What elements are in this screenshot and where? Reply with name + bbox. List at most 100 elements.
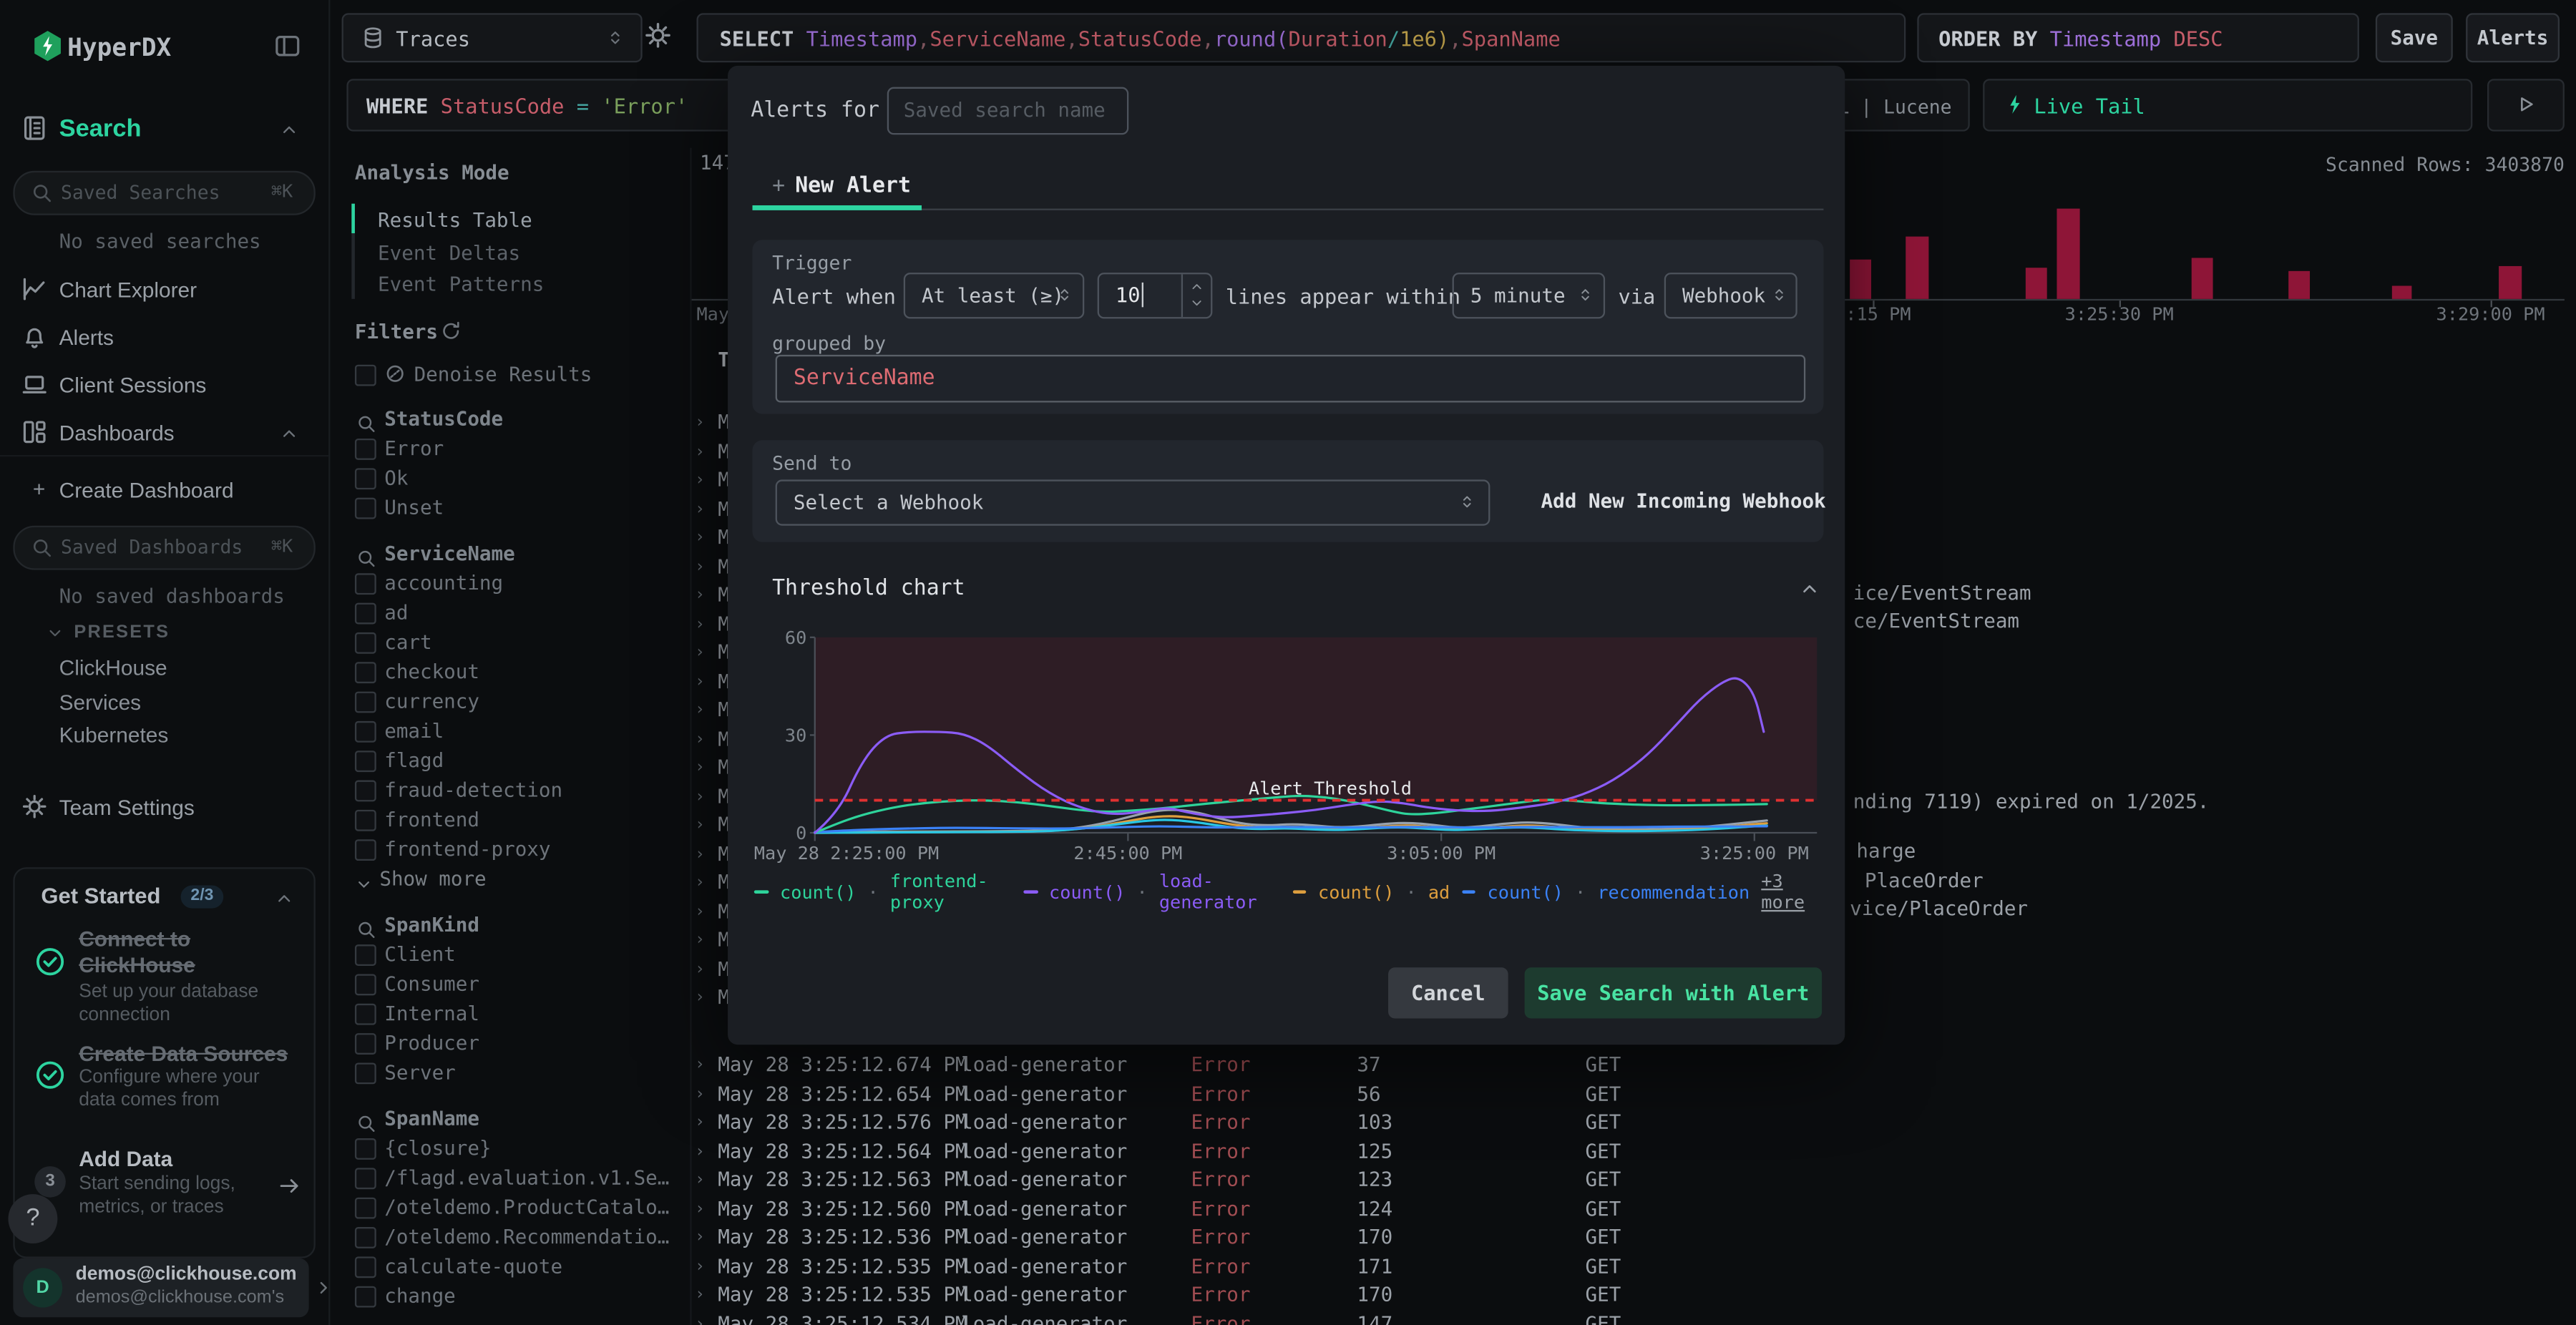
analysis-mode-option[interactable]: Event Patterns <box>378 273 545 296</box>
group-by-input[interactable]: ServiceName <box>775 354 1806 403</box>
row-expand-chevron[interactable]: › <box>695 586 706 605</box>
source-settings-gear-icon[interactable] <box>644 21 672 49</box>
filter-checkbox[interactable] <box>354 1003 376 1025</box>
row-expand-chevron[interactable]: › <box>695 1142 706 1161</box>
filter-checkbox[interactable] <box>354 809 376 831</box>
collapse-sidebar-icon[interactable] <box>274 33 301 59</box>
row-expand-chevron[interactable]: › <box>695 500 706 519</box>
saved-dashboards-input[interactable]: Saved Dashboards ⌘K <box>13 525 316 570</box>
step-title[interactable]: Create Data Sources <box>79 1041 288 1067</box>
denoise-label[interactable]: Denoise Results <box>414 363 592 386</box>
analysis-mode-option[interactable]: Event Deltas <box>378 240 521 264</box>
spinner-up-icon[interactable] <box>1189 279 1204 294</box>
filter-item-label[interactable]: checkout <box>384 660 479 684</box>
table-row[interactable]: › May 28 3:25:12.536 PM load-generator Erro… <box>690 1221 2576 1249</box>
preset-clickhouse[interactable]: ClickHouse <box>59 655 167 680</box>
legend-series-group[interactable]: frontend-proxy <box>889 870 988 914</box>
filter-item-label[interactable]: currency <box>384 690 479 713</box>
saved-searches-input[interactable]: Saved Searches ⌘K <box>13 170 316 215</box>
table-row[interactable]: › May 28 3:25:12.674 PM load-generator Erro… <box>690 1048 2576 1077</box>
row-expand-chevron[interactable]: › <box>695 673 706 691</box>
histogram-bar[interactable] <box>2499 265 2522 299</box>
filter-item-label[interactable]: {closure} <box>384 1136 492 1160</box>
row-expand-chevron[interactable]: › <box>695 1200 706 1218</box>
filter-group-title[interactable]: ServiceName <box>384 542 515 565</box>
filter-checkbox[interactable] <box>354 1138 376 1160</box>
filter-item-label[interactable]: Unset <box>384 496 444 519</box>
legend-more-button[interactable]: +3 more <box>1761 870 1805 914</box>
refresh-icon[interactable] <box>440 321 462 342</box>
row-expand-chevron[interactable]: › <box>695 471 706 490</box>
chevron-up-icon[interactable] <box>274 889 294 909</box>
table-row[interactable]: › May 28 3:25:12.564 PM load-generator Erro… <box>690 1134 2576 1163</box>
row-expand-chevron[interactable]: › <box>695 557 706 576</box>
chevron-down-icon[interactable] <box>46 624 64 642</box>
row-expand-chevron[interactable]: › <box>695 931 706 950</box>
alerts-button[interactable]: Alerts <box>2466 13 2560 63</box>
sidebar-item-chart-explorer[interactable]: Chart Explorer <box>59 278 197 303</box>
row-expand-chevron[interactable]: › <box>695 701 706 720</box>
row-expand-chevron[interactable]: › <box>695 1257 706 1276</box>
table-row[interactable]: › May 28 3:25:12.535 PM load-generator Erro… <box>690 1249 2576 1278</box>
filter-group-title[interactable]: SpanName <box>384 1107 479 1130</box>
show-more-button[interactable]: Show more <box>379 867 487 891</box>
analysis-mode-option[interactable]: Results Table <box>378 208 532 232</box>
table-row[interactable]: › May 28 3:25:12.560 PM load-generator Erro… <box>690 1192 2576 1221</box>
filter-item-label[interactable]: cart <box>384 630 432 654</box>
filter-checkbox[interactable] <box>354 468 376 490</box>
filter-item-label[interactable]: Error <box>384 436 444 460</box>
step-title[interactable]: ClickHouse <box>79 952 195 978</box>
row-expand-chevron[interactable]: › <box>695 1085 706 1103</box>
filter-item-label[interactable]: /flagd.evaluation.v1.Se… <box>384 1166 670 1190</box>
filter-item-label[interactable]: Consumer <box>384 972 479 996</box>
row-expand-chevron[interactable]: › <box>695 989 706 1007</box>
histogram-bar[interactable] <box>2025 268 2047 299</box>
filter-checkbox[interactable] <box>354 1062 376 1085</box>
filter-checkbox[interactable] <box>354 497 376 519</box>
source-select[interactable]: Traces <box>341 13 643 63</box>
row-expand-chevron[interactable]: › <box>695 529 706 547</box>
condition-select[interactable]: At least (≥) <box>903 273 1085 319</box>
preset-kubernetes[interactable]: Kubernetes <box>59 723 169 748</box>
filter-checkbox[interactable] <box>354 750 376 773</box>
sidebar-item-dashboards[interactable]: Dashboards <box>59 420 175 446</box>
filter-item-label[interactable]: fraud-detection <box>384 778 563 802</box>
filter-checkbox[interactable] <box>354 1256 376 1278</box>
presets-label[interactable]: PRESETS <box>74 622 170 642</box>
step-title[interactable]: Add Data <box>79 1146 173 1171</box>
filter-group-title[interactable]: SpanKind <box>384 913 479 937</box>
live-tail-button[interactable]: Live Tail <box>1983 79 2473 132</box>
chevron-up-icon[interactable] <box>279 120 299 140</box>
filter-item-label[interactable]: email <box>384 719 444 743</box>
histogram-bar[interactable] <box>2288 270 2311 299</box>
filter-item-label[interactable]: Producer <box>384 1031 479 1055</box>
row-expand-chevron[interactable]: › <box>695 615 706 634</box>
arrow-right-icon[interactable] <box>278 1175 301 1198</box>
legend-series-fn[interactable]: count() <box>780 881 857 903</box>
row-expand-chevron[interactable]: › <box>695 1113 706 1132</box>
filter-checkbox[interactable] <box>354 1197 376 1219</box>
legend-series-group[interactable]: ad <box>1428 881 1450 903</box>
filter-checkbox[interactable] <box>354 691 376 713</box>
save-search-with-alert-button[interactable]: Save Search with Alert <box>1524 967 1823 1019</box>
sidebar-item-client-sessions[interactable]: Client Sessions <box>59 373 207 398</box>
filter-checkbox[interactable] <box>354 720 376 743</box>
sidebar-item-search[interactable]: Search <box>59 114 142 143</box>
row-expand-chevron[interactable]: › <box>695 643 706 662</box>
filter-item-label[interactable]: change <box>384 1284 456 1308</box>
legend-series-group[interactable]: recommendation <box>1597 881 1750 903</box>
row-expand-chevron[interactable]: › <box>695 1228 706 1247</box>
legend-series-group[interactable]: load-generator <box>1158 870 1257 914</box>
filter-group-title[interactable]: StatusCode <box>384 407 504 431</box>
row-expand-chevron[interactable]: › <box>695 787 706 806</box>
table-row[interactable]: › May 28 3:25:12.576 PM load-generator Erro… <box>690 1105 2576 1134</box>
row-expand-chevron[interactable]: › <box>695 442 706 461</box>
row-expand-chevron[interactable]: › <box>695 1286 706 1304</box>
filter-checkbox[interactable] <box>354 839 376 861</box>
filter-item-label[interactable]: /oteldemo.Recommendatio… <box>384 1225 670 1248</box>
histogram-bar[interactable] <box>2057 208 2080 299</box>
filter-item-label[interactable]: Server <box>384 1061 456 1085</box>
cancel-button[interactable]: Cancel <box>1388 967 1508 1019</box>
row-expand-chevron[interactable]: › <box>695 1314 706 1325</box>
filter-checkbox[interactable] <box>354 439 376 460</box>
